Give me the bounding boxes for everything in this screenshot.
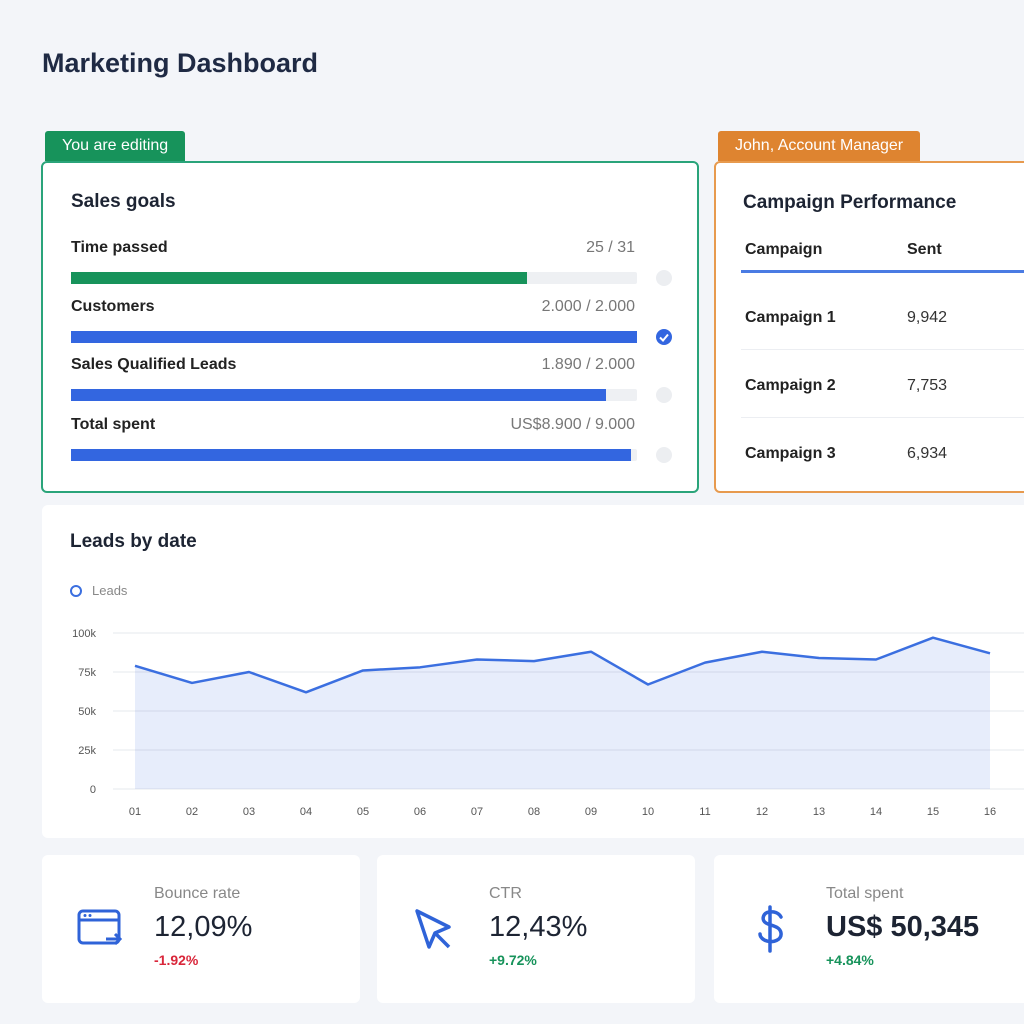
stat-icon bbox=[77, 909, 123, 946]
x-tick-label: 09 bbox=[585, 806, 597, 818]
goal-bar bbox=[71, 272, 528, 284]
stat-card: CTR 12,43% +9.72% bbox=[377, 855, 695, 1003]
x-tick-label: 16 bbox=[984, 806, 996, 818]
x-tick-label: 02 bbox=[186, 806, 198, 818]
goal-bar bbox=[71, 331, 637, 343]
x-tick-label: 04 bbox=[300, 806, 312, 818]
x-tick-label: 12 bbox=[756, 806, 768, 818]
x-tick-label: 06 bbox=[414, 806, 426, 818]
column-header: Sent bbox=[907, 241, 942, 258]
card-title: Campaign Performance bbox=[743, 192, 957, 213]
icon-part bbox=[77, 909, 121, 945]
stat-card: Total spent US$ 50,345 +4.84% bbox=[714, 855, 1024, 1003]
manager-badge: John, Account Manager bbox=[718, 131, 921, 161]
y-tick-label: 75k bbox=[78, 667, 96, 679]
line bbox=[134, 636, 991, 694]
stat-value: 12,43% bbox=[489, 911, 588, 943]
cell: Campaign 3 bbox=[745, 445, 836, 462]
header-rule bbox=[741, 270, 1024, 273]
stat-change: +4.84% bbox=[826, 952, 874, 968]
y-tick-label: 0 bbox=[90, 784, 96, 796]
goal-value: US$8.900 / 9.000 bbox=[510, 416, 635, 433]
icon-part bbox=[106, 932, 123, 946]
x-tick-label: 11 bbox=[699, 806, 710, 818]
icon-part bbox=[83, 914, 87, 917]
area bbox=[135, 637, 990, 789]
x-tick-label: 08 bbox=[528, 806, 540, 818]
goal-label: Customers bbox=[71, 298, 155, 315]
goal-value: 25 / 31 bbox=[586, 239, 635, 256]
stat-value: US$ 50,345 bbox=[826, 911, 980, 943]
stat-label: Total spent bbox=[826, 885, 904, 902]
goal-label: Sales Qualified Leads bbox=[71, 356, 237, 373]
y-tick-label: 100k bbox=[72, 628, 96, 640]
check bbox=[659, 333, 669, 342]
chart-title: Leads by date bbox=[70, 531, 197, 552]
goal-value: 1.890 / 2.000 bbox=[541, 356, 635, 373]
stat-label: CTR bbox=[489, 885, 522, 902]
stat-icon bbox=[758, 905, 783, 953]
sales-goals-card: Sales goals Time passed 25 / 31 Customers 2… bbox=[41, 161, 699, 493]
stat-card: Bounce rate 12,09% -1.92% bbox=[42, 855, 360, 1003]
status-circle bbox=[656, 447, 672, 463]
status-circle bbox=[656, 270, 672, 286]
goal-status-icon bbox=[656, 329, 672, 345]
y-tick-label: 50k bbox=[78, 706, 96, 718]
row-rule bbox=[741, 417, 1024, 418]
x-tick-label: 01 bbox=[129, 806, 141, 818]
x-tick-label: 13 bbox=[813, 806, 825, 818]
editing-badge: You are editing bbox=[45, 131, 186, 161]
campaign-card: Campaign Performance Campaign Sent Campaig… bbox=[714, 161, 1024, 493]
cell: 9,942 bbox=[907, 309, 948, 326]
x-tick-label: 10 bbox=[642, 806, 654, 818]
goal-bar bbox=[71, 389, 606, 401]
cell: Campaign 2 bbox=[745, 377, 836, 394]
x-tick-label: 07 bbox=[471, 806, 483, 818]
icon-part bbox=[758, 905, 783, 953]
x-tick-label: 14 bbox=[870, 806, 882, 818]
stat-change: +9.72% bbox=[489, 952, 537, 968]
page-title: Marketing Dashboard bbox=[42, 48, 319, 78]
status-circle bbox=[656, 329, 672, 345]
stat-value: 12,09% bbox=[154, 911, 253, 943]
chart-card: Leads by date 0 25k 50k 75k 100k 01 02 03 04 05 06… bbox=[42, 505, 1024, 838]
cell: Campaign 1 bbox=[745, 309, 836, 326]
goal-status-icon bbox=[656, 447, 672, 463]
y-tick-label: 25k bbox=[78, 745, 96, 757]
goal-label: Total spent bbox=[71, 416, 156, 433]
stat-label: Bounce rate bbox=[154, 885, 241, 902]
icon-part bbox=[433, 931, 451, 949]
cell: 6,934 bbox=[907, 445, 948, 462]
goal-bar bbox=[71, 449, 631, 461]
legend-marker bbox=[70, 585, 82, 597]
stat-icon bbox=[415, 909, 451, 949]
stat-change: -1.92% bbox=[154, 952, 199, 968]
x-tick-label: 15 bbox=[927, 806, 939, 818]
goal-value: 2.000 / 2.000 bbox=[541, 298, 635, 315]
row-rule bbox=[741, 349, 1024, 350]
goal-status-icon bbox=[656, 270, 672, 286]
goal-status-icon bbox=[656, 387, 672, 403]
x-tick-label: 05 bbox=[357, 806, 369, 818]
card-title: Sales goals bbox=[71, 191, 176, 212]
legend-label: Leads bbox=[92, 583, 128, 598]
chart: Leads by date 0 25k 50k 75k 100k 01 02 03 04 05 06… bbox=[70, 531, 1024, 818]
column-header: Campaign bbox=[745, 241, 823, 258]
icon-part bbox=[88, 914, 92, 917]
status-circle bbox=[656, 387, 672, 403]
goal-label: Time passed bbox=[71, 239, 168, 256]
cell: 7,753 bbox=[907, 377, 948, 394]
x-tick-label: 03 bbox=[243, 806, 255, 818]
